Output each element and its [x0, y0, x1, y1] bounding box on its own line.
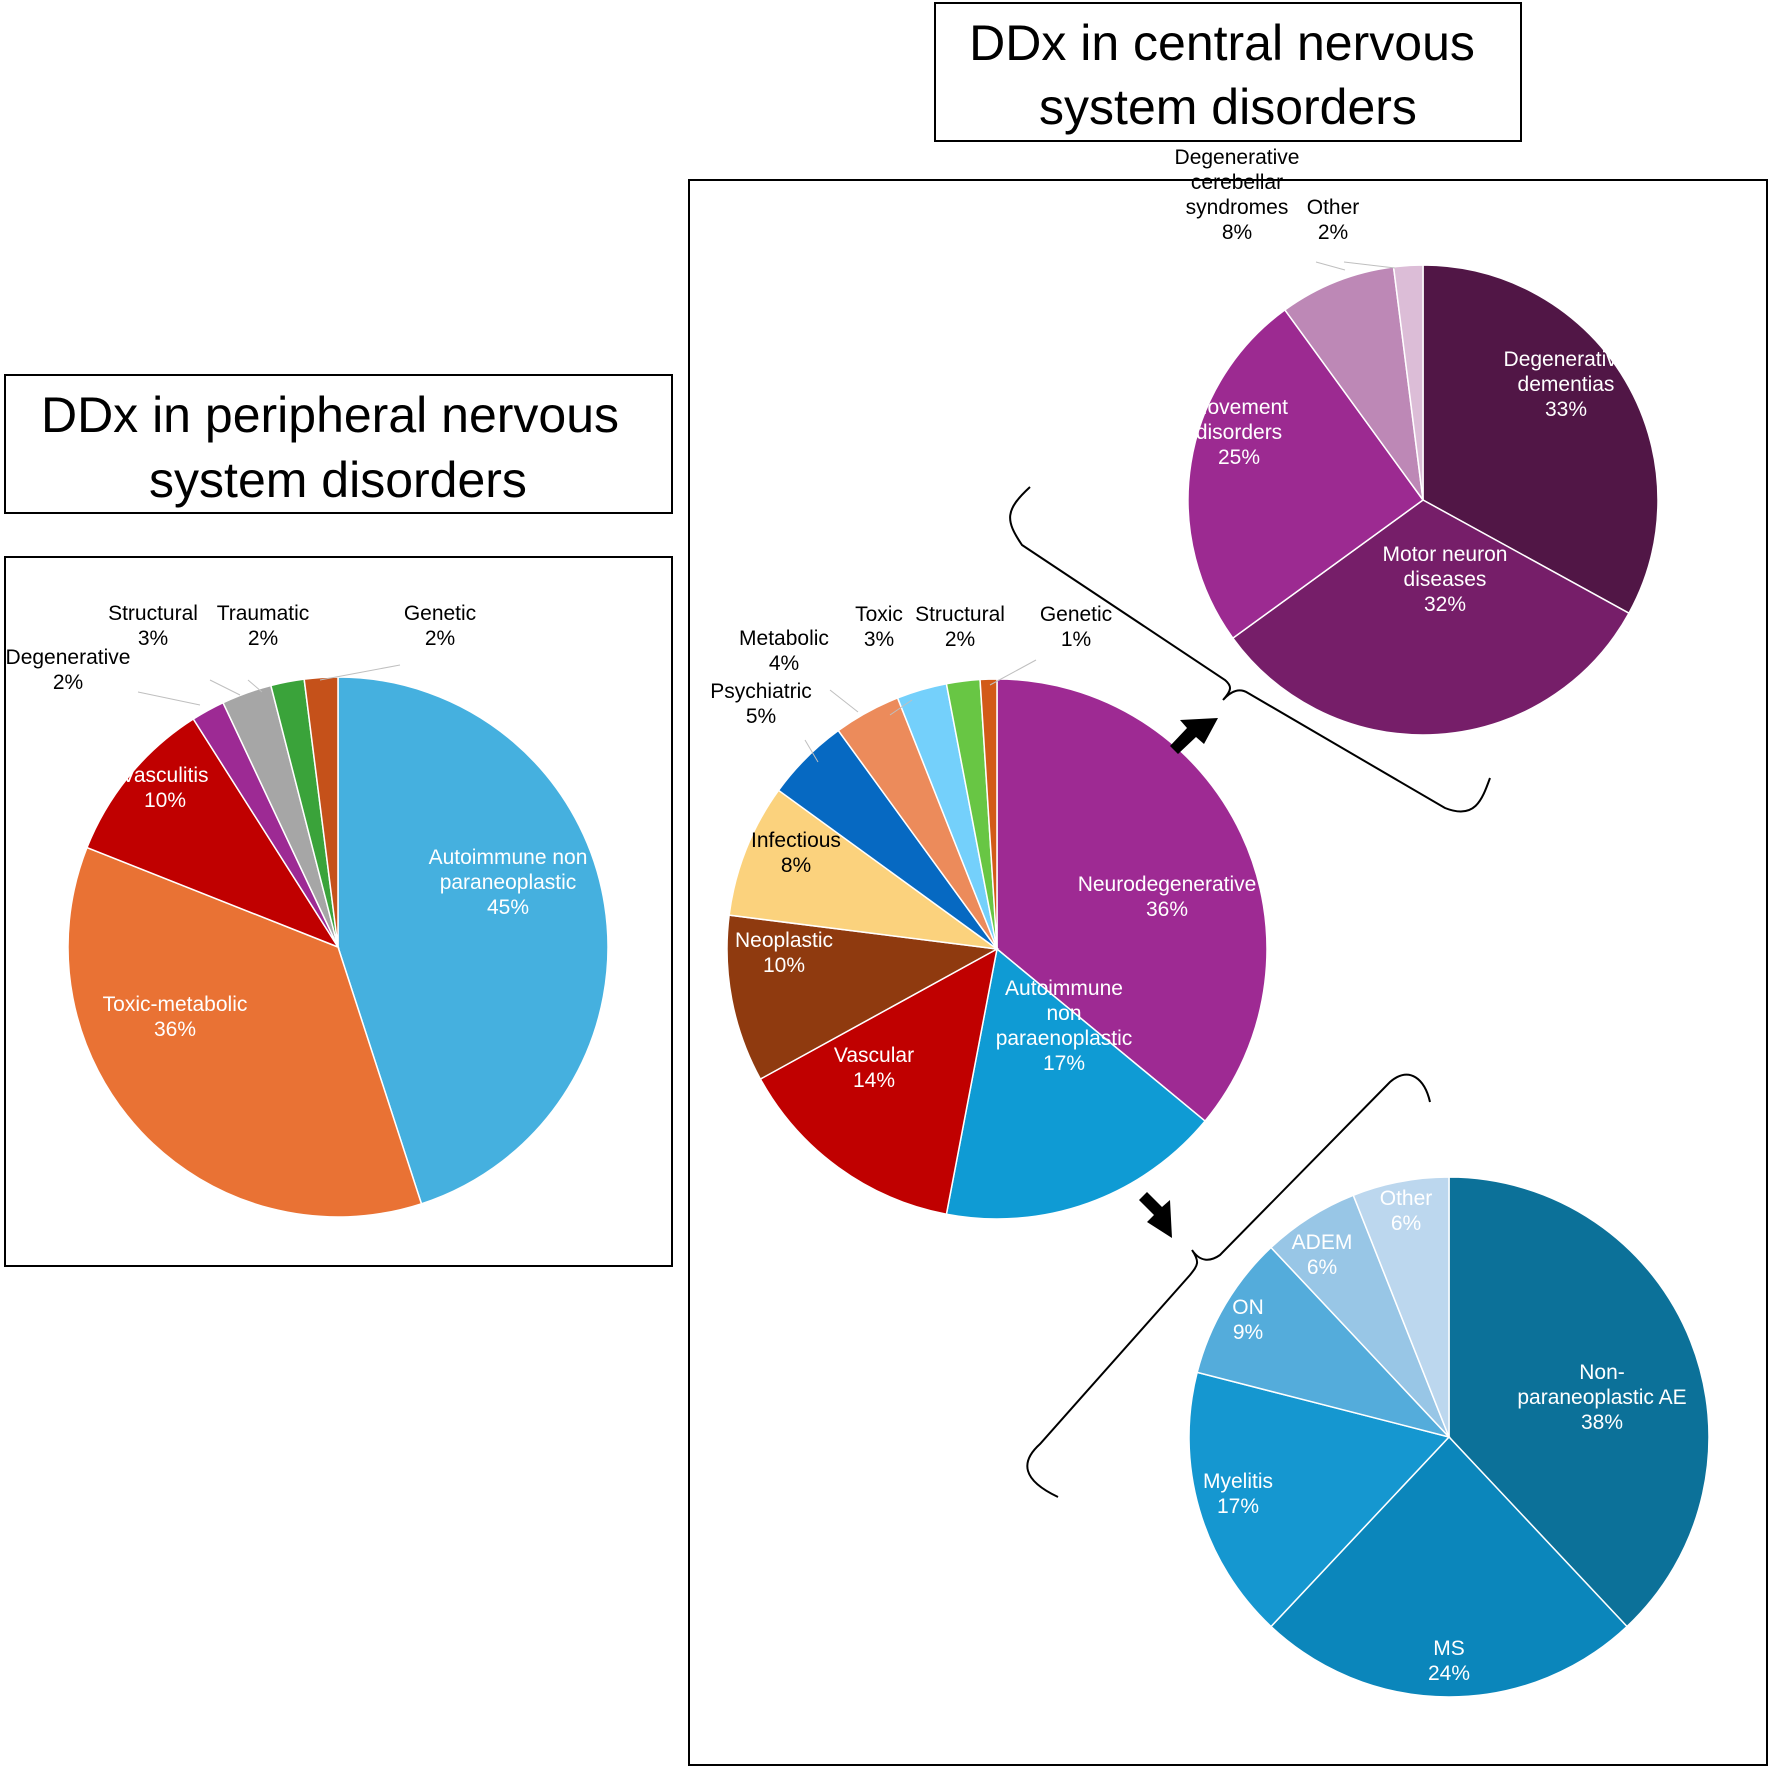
autoimmune-label-adem: ADEM 6% — [1292, 1231, 1353, 1279]
neurodegenerative-label-motor-neuron-diseases: Motor neuron diseases 32% — [1383, 543, 1508, 616]
pns-leader-line — [319, 664, 401, 681]
autoimmune-label-non-paraneoplastic-ae: Non-paraneoplastic AE 38% — [1517, 1361, 1686, 1434]
neurodegenerative-label-degenerative-cerebellar-syndromes: Degenerative cerebellar syndromes 8% — [1175, 146, 1300, 244]
autoimmune-label-on: ON 9% — [1232, 1296, 1264, 1344]
pns-slice-autoimmune-non-paraneoplastic — [337, 676, 609, 1205]
cns-title-box — [934, 2, 1522, 142]
pns-label-degenerative: Degenerative 2% — [6, 646, 131, 694]
neurodegenerative-pie: Degenerative dementias 33% Motor neuron dise… — [1175, 146, 1659, 736]
neurodegenerative-slice-other — [1392, 264, 1424, 501]
pns-slice-vasculitis — [85, 717, 340, 949]
cns-slice-autoimmune-non-paraenoplastic — [945, 947, 1207, 1220]
neurodegenerative-leader-line — [1315, 261, 1346, 271]
cns-label-infectious: Infectious 8% — [751, 829, 841, 877]
cns-leader-line — [889, 699, 913, 716]
autoimmune-slice-non-paraneoplastic-ae — [1448, 1176, 1710, 1628]
pns-label-toxic-metabolic: Toxic-metabolic 36% — [103, 993, 248, 1041]
pns-label-autoimmune-non-paraneoplastic: Autoimmune non paraneoplastic 45% — [429, 846, 588, 919]
autoimmune-label-other: Other 6% — [1380, 1187, 1433, 1235]
cns-title-line-2: system disorders — [1039, 79, 1417, 135]
neurodegenerative-label-movement-disorders: Movement disorders 25% — [1190, 396, 1288, 469]
neurodegenerative-slice-degenerative-dementias — [1422, 264, 1659, 615]
pns-leader-line — [137, 691, 201, 706]
pns-leader-line — [247, 679, 263, 693]
cns-slice-neurodegenerative — [996, 678, 1268, 1123]
bracket-autoimmune — [1026, 1073, 1431, 1498]
arrow-down-right — [1139, 1192, 1172, 1238]
cns-slice-vascular — [759, 947, 999, 1216]
cns-slice-neoplastic — [726, 914, 1000, 1081]
pns-label-traumatic: Traumatic 2% — [217, 602, 310, 650]
pns-leader-line — [209, 679, 241, 696]
autoimmune-label-ms: MS 24% — [1428, 1637, 1470, 1685]
neurodegenerative-slice-motor-neuron-diseases — [1231, 499, 1630, 736]
cns-label-autoimmune-non-paraenoplastic: Autoimmune non paraenoplastic 17% — [996, 977, 1133, 1075]
cns-chart-frame — [688, 179, 1768, 1766]
pns-slice-toxic-metabolic — [67, 846, 423, 1218]
cns-label-neurodegenerative: Neurodegenerative 36% — [1078, 873, 1257, 921]
autoimmune-pie: Non-paraneoplastic AE 38% MS 24% Myelitis 17%… — [1188, 1176, 1710, 1698]
cns-slice-infectious — [728, 789, 998, 950]
autoimmune-slice-ms — [1269, 1435, 1629, 1698]
autoimmune-slice-other — [1352, 1176, 1450, 1438]
cns-leader-line — [989, 659, 1037, 686]
cns-slice-genetic — [979, 678, 998, 950]
cns-label-metabolic: Metabolic 4% — [739, 627, 829, 675]
pns-label-genetic: Genetic 2% — [404, 602, 476, 650]
pns-pie: Autoimmune non paraneoplastic 45% Toxic-met… — [6, 602, 609, 1218]
neurodegenerative-slice-movement-disorders — [1187, 308, 1425, 640]
cns-label-toxic: Toxic 3% — [855, 603, 903, 651]
neurodegenerative-label-degenerative-dementias: Degenerative dementias 33% — [1504, 348, 1629, 421]
autoimmune-label-myelitis: Myelitis 17% — [1203, 1470, 1273, 1518]
autoimmune-slice-myelitis — [1188, 1371, 1451, 1628]
cns-label-vascular: Vascular 14% — [834, 1044, 914, 1092]
neurodegenerative-leader-line — [1343, 261, 1396, 269]
pns-label-structural: Structural 3% — [108, 602, 198, 650]
cns-label-neoplastic: Neoplastic 10% — [735, 929, 833, 977]
pns-chart-frame — [4, 556, 673, 1267]
autoimmune-slice-on — [1196, 1246, 1452, 1439]
cns-leader-line — [829, 689, 859, 713]
pns-title-box — [4, 374, 673, 514]
cns-leader-line — [804, 739, 819, 763]
cns-title-line-1: DDx in central nervous — [969, 15, 1475, 71]
pns-label-vasculitis: Vasculitis 10% — [121, 764, 208, 812]
cns-label-genetic: Genetic 1% — [1040, 603, 1112, 651]
pns-title-line-1: DDx in peripheral nervous — [41, 387, 619, 443]
neurodegenerative-label-other: Other 2% — [1307, 196, 1360, 244]
pns-title-line-2: system disorders — [149, 452, 527, 508]
bracket-neurodegenerative — [1009, 486, 1491, 813]
cns-label-psychiatric: Psychiatric 5% — [710, 680, 812, 728]
cns-pie: Neurodegenerative 36% Autoimmune non paraeno… — [710, 603, 1268, 1220]
arrow-up-right — [1170, 718, 1218, 754]
cns-label-structural: Structural 2% — [915, 603, 1005, 651]
